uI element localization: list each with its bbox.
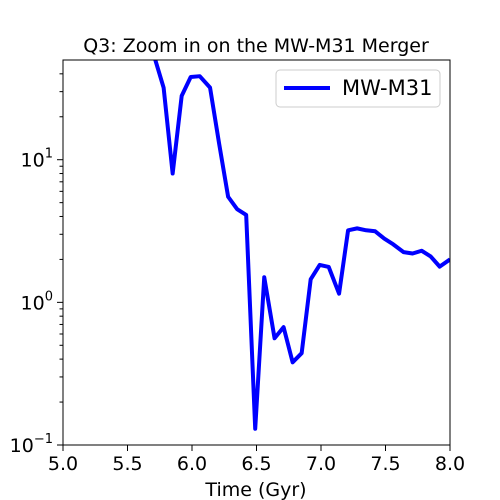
legend-box: [275, 69, 441, 108]
x-tick-label: 7.5: [370, 453, 400, 475]
x-tick-label: 7.0: [306, 453, 336, 475]
x-tick-label: 5.0: [48, 453, 78, 475]
y-minor-ticks: [59, 73, 63, 403]
legend: MW-M31: [275, 69, 441, 108]
x-tick-label: 6.0: [177, 453, 207, 475]
y-tick-label: 101: [21, 147, 53, 172]
x-axis-label: Time (Gyr): [204, 479, 306, 500]
plot-frame: [62, 59, 451, 446]
x-tick-label: 8.0: [435, 453, 465, 475]
y-tick-label: 10−1: [10, 432, 53, 457]
x-tick-label: 5.5: [112, 453, 142, 475]
y-major-ticks: 10−1 100 101: [10, 147, 63, 457]
x-ticks: 5.0 5.5 6.0 6.5 7.0 7.5 8.0: [48, 445, 465, 475]
series-line-mw-m31: [153, 60, 450, 431]
x-tick-label: 6.5: [241, 453, 271, 475]
legend-label-mw-m31: MW-M31: [342, 76, 432, 100]
chart-title: Q3: Zoom in on the MW-M31 Merger: [83, 35, 429, 57]
y-tick-label: 100: [21, 289, 53, 314]
series-layer: [153, 60, 450, 431]
